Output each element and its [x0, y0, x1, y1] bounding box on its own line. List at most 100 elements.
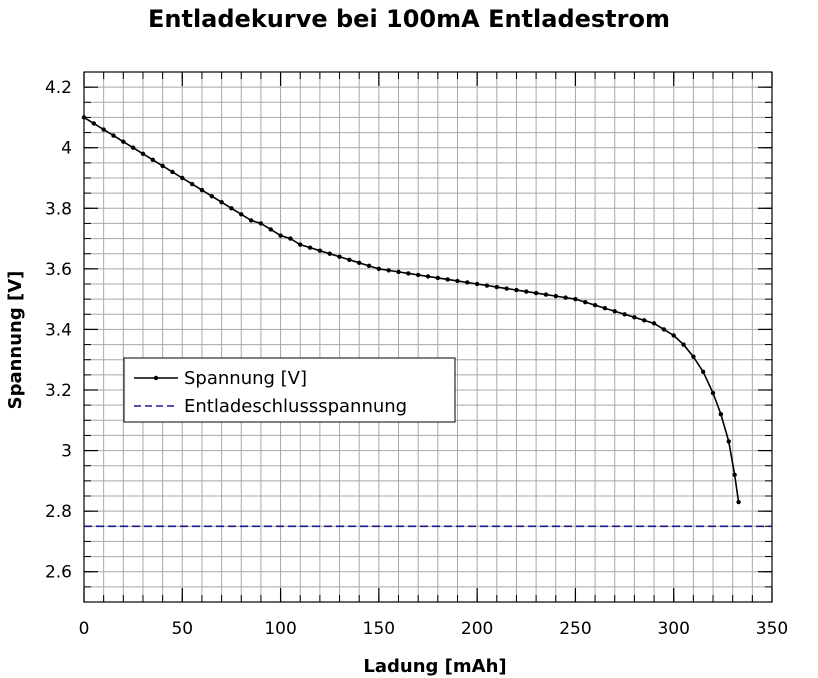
- chart-ticks: 0 50 100 150 200 250 300 350 2.6 2.8 3 3.2 3.4 3.6 3.8…: [45, 71, 788, 639]
- y-tick-label: 3.2: [45, 381, 72, 401]
- data-point: [465, 280, 470, 285]
- y-tick-label: 2.6: [45, 563, 72, 583]
- data-point: [671, 333, 676, 338]
- data-point: [602, 306, 608, 311]
- data-point: [718, 412, 724, 417]
- data-point: [573, 296, 578, 302]
- data-point: [298, 242, 303, 247]
- x-axis-title: Ladung [mAh]: [363, 656, 506, 677]
- data-point: [337, 254, 342, 259]
- data-point: [736, 499, 741, 505]
- data-point: [347, 257, 352, 262]
- y-tick-label: 4.2: [45, 78, 72, 98]
- data-point: [209, 193, 214, 199]
- legend-marker-voltage: [153, 375, 159, 381]
- data-point: [455, 278, 460, 284]
- data-point: [327, 251, 332, 256]
- y-tick-label: 3.6: [45, 260, 72, 280]
- data-point: [583, 299, 588, 305]
- data-point: [494, 284, 499, 290]
- data-point: [543, 292, 549, 297]
- x-tick-label: 150: [363, 619, 395, 639]
- data-point: [317, 248, 323, 253]
- data-point: [474, 281, 480, 287]
- data-point: [386, 268, 391, 273]
- x-tick-label: 350: [756, 619, 788, 639]
- data-point: [406, 271, 411, 276]
- data-point: [366, 263, 372, 269]
- data-point: [396, 269, 401, 275]
- legend-label-voltage: Spannung [V]: [184, 368, 307, 389]
- data-point: [101, 127, 106, 132]
- data-point: [632, 315, 637, 320]
- data-point: [278, 233, 283, 238]
- data-point: [533, 290, 539, 296]
- chart-axes: [83, 71, 773, 603]
- data-point: [111, 133, 116, 138]
- y-tick-label: 3.8: [45, 199, 72, 219]
- data-point: [651, 321, 657, 326]
- data-point: [435, 275, 441, 281]
- data-point: [514, 287, 519, 293]
- plot-frame: [83, 71, 773, 603]
- y-tick-label: 3.4: [45, 320, 72, 340]
- data-point: [121, 139, 126, 144]
- data-point: [91, 121, 97, 126]
- data-point: [592, 303, 598, 308]
- data-point: [681, 342, 686, 347]
- data-point: [701, 369, 706, 375]
- data-point: [170, 169, 175, 175]
- plot-area: [81, 115, 772, 528]
- data-point: [524, 289, 529, 294]
- data-point: [357, 260, 362, 265]
- y-axis-title: Spannung [V]: [5, 271, 26, 410]
- y-tick-label: 3: [61, 442, 72, 462]
- x-tick-label: 250: [559, 619, 591, 639]
- data-point: [484, 283, 490, 288]
- x-tick-label: 50: [171, 619, 193, 639]
- legend-box: [123, 357, 456, 423]
- data-point: [622, 312, 627, 317]
- y-tick-label: 4: [61, 139, 72, 159]
- y-tick-label: 2.8: [45, 502, 72, 522]
- data-point: [376, 266, 382, 272]
- data-point: [140, 151, 146, 156]
- data-point: [726, 439, 731, 444]
- data-point: [504, 286, 509, 291]
- data-point: [150, 157, 155, 163]
- data-point: [199, 187, 205, 193]
- chart-grid: [83, 71, 773, 603]
- x-tick-label: 300: [657, 619, 689, 639]
- x-tick-label: 100: [264, 619, 296, 639]
- data-point: [710, 390, 716, 396]
- data-point: [130, 145, 136, 150]
- chart-title: Entladekurve bei 100mA Entladestrom: [148, 5, 670, 33]
- data-point: [661, 327, 667, 332]
- data-point: [189, 181, 195, 187]
- data-point: [239, 212, 244, 217]
- data-point: [563, 295, 568, 300]
- data-point: [612, 309, 617, 314]
- data-point: [219, 200, 224, 205]
- data-point: [445, 277, 450, 282]
- data-point: [229, 206, 234, 211]
- chart-legend: Spannung [V] Entladeschlussspannung: [123, 357, 456, 423]
- legend-label-cutoff: Entladeschlussspannung: [184, 396, 407, 417]
- data-point: [415, 272, 421, 278]
- data-point: [732, 472, 737, 477]
- data-point: [553, 293, 558, 299]
- data-point: [81, 115, 87, 120]
- data-point: [425, 274, 431, 279]
- data-point: [248, 218, 254, 223]
- data-point: [642, 318, 647, 323]
- data-point: [258, 221, 264, 226]
- x-tick-label: 0: [79, 619, 90, 639]
- data-point: [180, 175, 185, 181]
- data-point: [160, 163, 165, 169]
- data-point: [307, 245, 313, 250]
- data-point: [288, 236, 293, 241]
- data-point: [691, 354, 696, 359]
- data-point: [268, 227, 273, 232]
- x-tick-label: 200: [461, 619, 493, 639]
